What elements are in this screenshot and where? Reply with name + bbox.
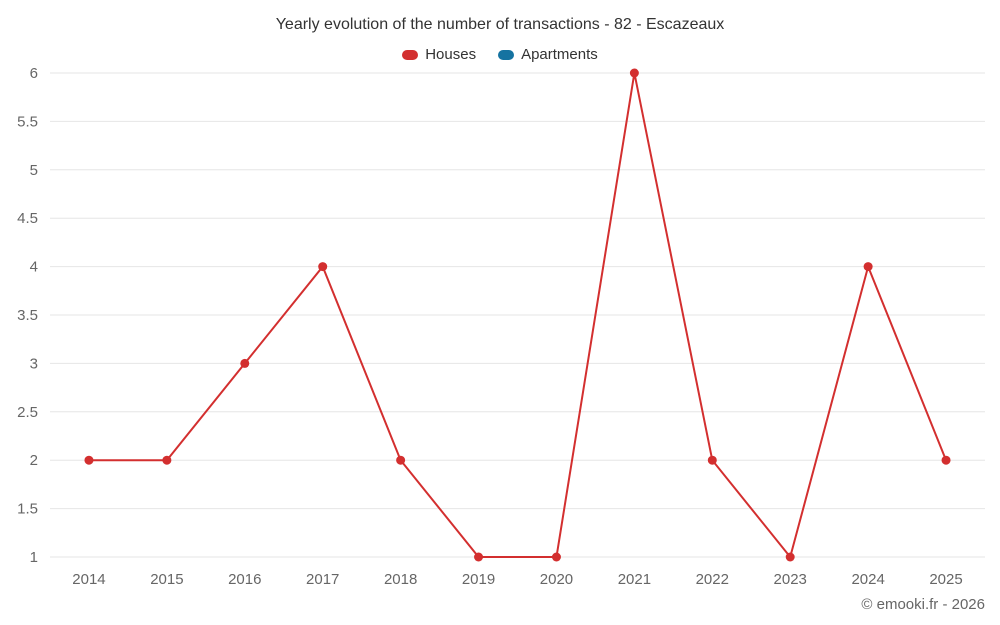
data-point-houses[interactable] [240, 358, 250, 368]
line-chart: 1 1.5 2 2.5 3 3.5 4 4.5 5 5.5 6 2014 2015 2016 2017 201… [17, 65, 985, 588]
y-axis-tick-label: 5.5 [17, 113, 38, 130]
data-point-houses[interactable] [84, 455, 94, 465]
x-axis-tick-label: 2015 [150, 571, 183, 588]
data-point-houses[interactable] [474, 552, 484, 562]
y-axis-tick-label: 4.5 [17, 210, 38, 227]
y-axis-tick-label: 5 [30, 162, 38, 179]
x-axis-tick-label: 2016 [228, 571, 261, 588]
data-point-houses[interactable] [941, 455, 951, 465]
houses-legend-marker [402, 49, 419, 60]
legend-item-apartments[interactable]: Apartments [498, 46, 598, 63]
legend-item-houses[interactable]: Houses [402, 46, 476, 63]
data-point-houses[interactable] [863, 262, 873, 272]
data-point-houses[interactable] [785, 552, 795, 562]
x-axis-tick-label: 2024 [851, 571, 884, 588]
credit-text: © emooki.fr - 2026 [861, 596, 985, 613]
series-line-houses [88, 72, 947, 560]
y-axis-tick-label: 2 [30, 452, 38, 469]
x-axis-tick-label: 2023 [774, 571, 807, 588]
data-point-houses[interactable] [396, 455, 406, 465]
data-point-houses[interactable] [551, 552, 561, 562]
x-axis-tick-label: 2025 [929, 571, 962, 588]
legend: Houses Apartments [0, 46, 1000, 63]
x-axis-tick-label: 2014 [72, 571, 105, 588]
chart-title: Yearly evolution of the number of transa… [275, 16, 725, 33]
y-axis-tick-label: 4 [30, 259, 38, 276]
y-axis-tick-label: 2.5 [17, 404, 38, 421]
y-axis-tick-label: 6 [30, 65, 38, 82]
data-point-houses[interactable] [629, 68, 639, 78]
data-point-houses[interactable] [318, 262, 328, 272]
data-point-houses[interactable] [162, 455, 172, 465]
x-axis-tick-label: 2019 [462, 571, 495, 588]
y-axis-tick-label: 3 [30, 355, 38, 372]
x-axis-tick-label: 2021 [618, 571, 651, 588]
x-axis-tick-label: 2018 [384, 571, 417, 588]
data-point-houses[interactable] [707, 455, 717, 465]
houses-legend-label: Houses [425, 46, 477, 63]
x-axis-tick-label: 2017 [306, 571, 339, 588]
x-axis-tick-label: 2022 [696, 571, 729, 588]
y-axis-tick-label: 3.5 [17, 307, 38, 324]
y-axis-tick-label: 1 [30, 549, 38, 566]
y-axis-tick-label: 1.5 [17, 501, 38, 518]
x-axis-tick-label: 2020 [540, 571, 573, 588]
apartments-legend-marker [498, 49, 515, 60]
apartments-legend-label: Apartments [521, 46, 598, 63]
